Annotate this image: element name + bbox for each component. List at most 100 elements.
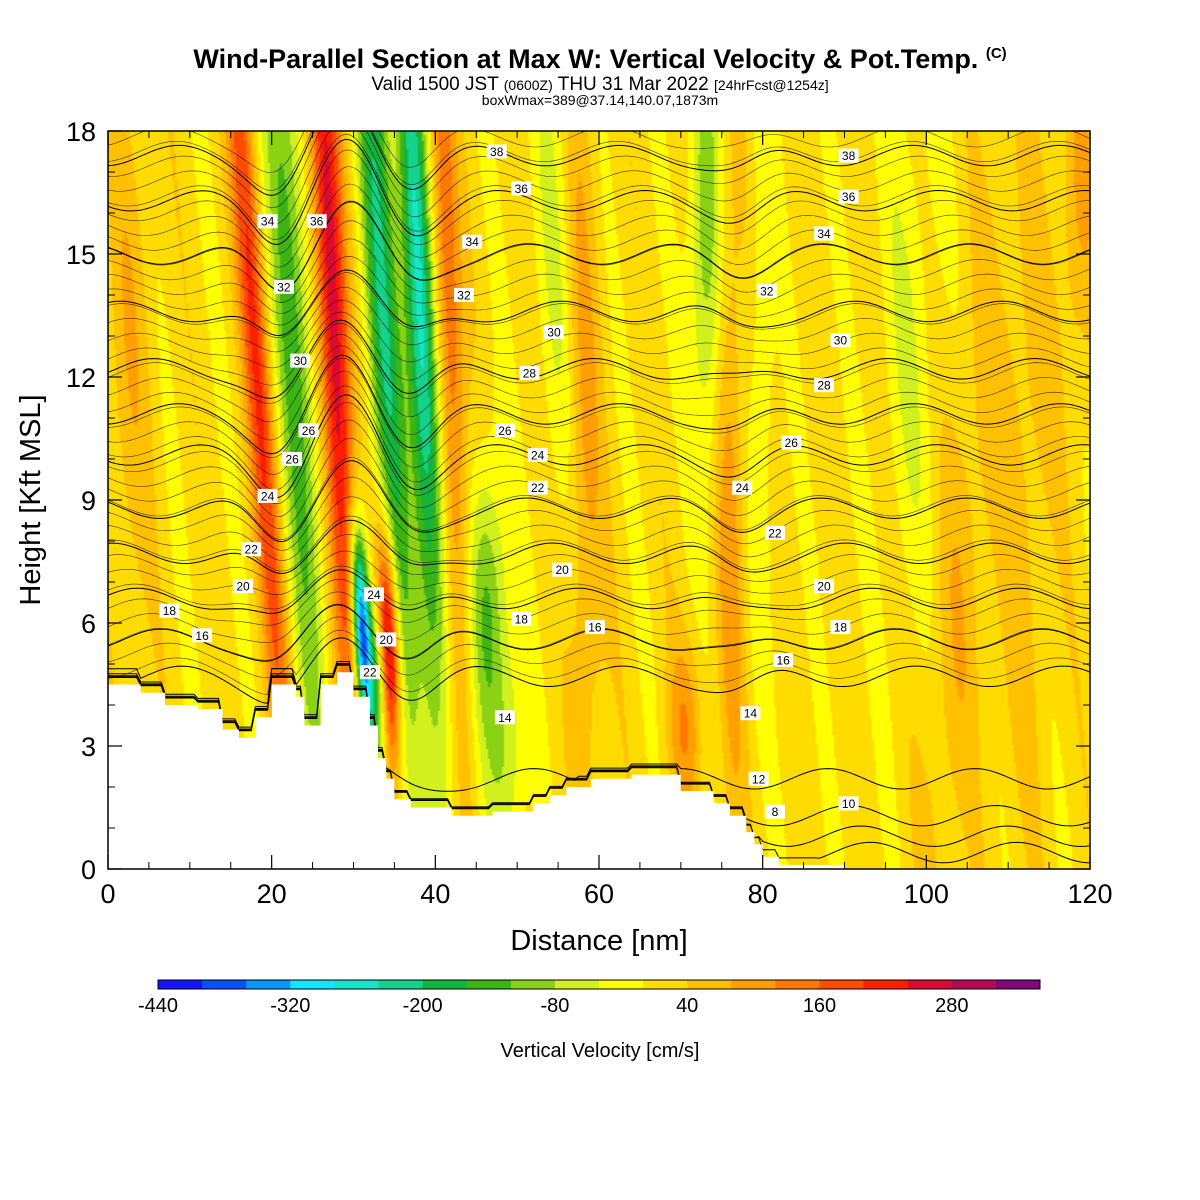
copyright-mark: (C) [985, 45, 1007, 62]
colorbar-swatch [290, 980, 335, 989]
isentrope-minor [108, 533, 1090, 583]
svg-text:20: 20 [380, 633, 394, 647]
isentrope-minor [108, 201, 1090, 292]
isentrope-minor [108, 272, 1090, 338]
contour-label: 24 [527, 447, 548, 462]
colorbar-swatch [554, 980, 600, 989]
isentrope-32 [108, 269, 1090, 337]
colorbar: -440 -320 -200 -80 40 160 280 Vertical Velocity… [138, 979, 1041, 1062]
contour-label: 22 [764, 525, 785, 540]
contour-label: 16 [192, 628, 213, 643]
svg-text:38: 38 [842, 149, 856, 163]
isentrope-minor [108, 311, 1090, 386]
contour-label: 26 [298, 423, 319, 438]
isentrope-minor [108, 255, 1090, 326]
contour-label: 22 [527, 480, 548, 495]
colorbar-swatch [907, 980, 953, 989]
svg-text:22: 22 [245, 543, 259, 557]
isentrope-14 [108, 661, 1090, 792]
svg-text:24: 24 [531, 448, 545, 462]
svg-text:18: 18 [834, 621, 848, 635]
colorbar-swatch [819, 980, 865, 989]
svg-text:34: 34 [817, 227, 831, 241]
svg-text:26: 26 [302, 424, 316, 438]
contour-label: 38 [486, 144, 507, 159]
svg-text:16: 16 [588, 621, 602, 635]
isentrope-minor [108, 591, 1090, 643]
colorbar-swatch [202, 980, 247, 989]
svg-text:30: 30 [547, 325, 561, 339]
isentrope-20 [108, 569, 1090, 614]
svg-text:14: 14 [498, 711, 512, 725]
svg-text:18: 18 [163, 604, 177, 618]
contour-label: 24 [363, 587, 384, 602]
svg-text:30: 30 [834, 334, 848, 348]
colorbar-swatch [687, 980, 732, 989]
colorbar-swatch [995, 980, 1041, 989]
svg-text:30: 30 [294, 354, 308, 368]
contour-label: 20 [552, 562, 573, 577]
chart-title: Wind-Parallel Section at Max W: Vertical… [193, 44, 1007, 74]
colorbar-tick-label: 160 [803, 995, 836, 1017]
svg-text:16: 16 [776, 653, 790, 667]
colorbar-label: Vertical Velocity [cm/s] [501, 1040, 700, 1062]
isentrope-28 [108, 354, 1090, 455]
isentrope-36 [108, 138, 1090, 246]
contour-label: 16 [773, 652, 794, 667]
svg-text:20: 20 [817, 580, 831, 594]
svg-text:24: 24 [367, 588, 381, 602]
colorbar-tick-label: -80 [540, 995, 569, 1017]
svg-text:24: 24 [261, 489, 275, 503]
colorbar-swatch [775, 980, 820, 989]
isentrope-minor [108, 286, 1090, 353]
contour-label: 22 [241, 542, 262, 557]
contour-label: 26 [781, 435, 802, 450]
colorbar-swatch [246, 980, 291, 989]
contour-label: 38 [838, 148, 859, 163]
y-tick-label: 3 [81, 732, 96, 762]
colorbar-tick-label: 40 [676, 995, 698, 1017]
isentrope-22 [108, 519, 1090, 574]
svg-text:32: 32 [457, 289, 471, 303]
svg-text:22: 22 [768, 526, 782, 540]
isentrope-minor [108, 322, 1090, 404]
svg-text:26: 26 [785, 436, 799, 450]
colorbar-swatch [334, 980, 379, 989]
colorbar-tick-label: 280 [935, 995, 968, 1017]
valid-time-line: Valid 1500 JST (0600Z) THU 31 Mar 2022 [… [371, 74, 829, 95]
contour-label: 20 [233, 579, 254, 594]
x-tick-label: 80 [748, 879, 778, 909]
x-tick-label: 20 [257, 879, 287, 909]
y-tick-label: 18 [66, 117, 96, 147]
y-axis-label: Height [Kft MSL] [15, 394, 47, 605]
isentrope-minor [108, 579, 1090, 626]
isentrope-minor [108, 333, 1090, 423]
svg-text:36: 36 [515, 182, 529, 196]
svg-text:14: 14 [744, 707, 758, 721]
isentrope-minor [108, 220, 1090, 303]
colorbar-swatch [466, 980, 512, 989]
svg-text:24: 24 [736, 481, 750, 495]
contour-label: 10 [838, 796, 859, 811]
isentrope-34 [108, 200, 1090, 292]
x-tick-label: 0 [100, 879, 115, 909]
colorbar-tick-label: -320 [270, 995, 310, 1017]
y-tick-label: 9 [81, 486, 96, 516]
colorbar-swatch [599, 980, 644, 989]
isentrope-minor [108, 149, 1090, 255]
contour-label: 26 [282, 452, 303, 467]
contour-label: 18 [159, 603, 180, 618]
contour-label: 34 [462, 234, 483, 249]
y-tick-label: 12 [66, 363, 96, 393]
contour-label: 34 [814, 226, 835, 241]
contour-label: 26 [494, 423, 515, 438]
contour-label: 36 [511, 181, 532, 196]
isentrope-minor [108, 476, 1090, 551]
y-tick-label: 0 [81, 855, 96, 885]
svg-text:22: 22 [363, 666, 377, 680]
svg-text:28: 28 [523, 366, 537, 380]
contour-label: 24 [732, 480, 753, 495]
colorbar-swatch [378, 980, 424, 989]
plot-area: 38 36 34 32 30 28 26 24 22 20 18 16 14 38 36 34 32 30 28 26… [108, 131, 1090, 869]
